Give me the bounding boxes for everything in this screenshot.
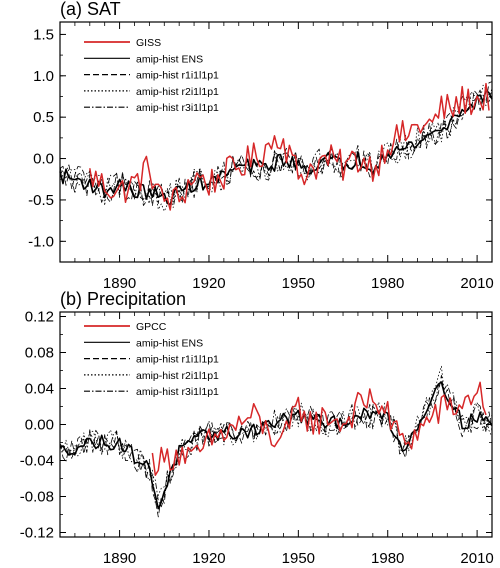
legend-label-sat: amip-hist ENS <box>136 53 203 65</box>
series-sat <box>59 81 493 212</box>
y-tick-label-precipitation: 0.04 <box>25 381 54 398</box>
legend-sat: GISS amip-hist ENS amip-hist r1i1l1p1 amip-… <box>84 37 219 114</box>
plot-frame-sat <box>59 21 493 263</box>
panel-sat: (a) SAT -1.0 -0.5 0.0 0.5 1.0 1.5 1890 1920 1950… <box>28 0 494 292</box>
y-tick-label-sat: -1.0 <box>28 233 54 250</box>
x-tick-label-precipitation: 1920 <box>192 550 225 567</box>
legend-label-sat: amip-hist r1i1l1p1 <box>136 70 219 82</box>
legend-label-precipitation: GPCC <box>136 321 167 333</box>
x-tick-label-sat: 1890 <box>103 275 136 292</box>
legend-label-precipitation: amip-hist ENS <box>136 337 203 349</box>
legend-label-sat: amip-hist r2i1l1p1 <box>136 86 219 98</box>
ticks-precipitation: -0.12 -0.08 -0.04 0.00 0.04 0.08 0.12 1890 1920 1… <box>20 309 494 568</box>
x-tick-label-sat: 1980 <box>371 275 404 292</box>
panel-precipitation: (b) Precipitation -0.12 -0.08 -0.04 0.00 0.0… <box>20 289 494 567</box>
y-tick-label-precipitation: 0.08 <box>25 345 54 362</box>
series-precipitation <box>59 365 493 518</box>
legend-label-precipitation: amip-hist r3i1l1p1 <box>136 386 219 398</box>
y-tick-label-precipitation: -0.12 <box>20 525 54 542</box>
panel-title-sat: (a) SAT <box>60 0 121 19</box>
legend-label-sat: GISS <box>136 37 161 49</box>
y-tick-label-precipitation: 0.12 <box>25 309 54 326</box>
x-tick-label-precipitation: 1890 <box>103 550 136 567</box>
x-tick-label-precipitation: 2010 <box>460 550 493 567</box>
x-tick-label-sat: 2010 <box>460 275 493 292</box>
series-line-amip-hist-ens <box>59 89 493 206</box>
legend-label-precipitation: amip-hist r2i1l1p1 <box>136 370 219 382</box>
legend-label-precipitation: amip-hist r1i1l1p1 <box>136 354 219 366</box>
y-tick-label-sat: 1.5 <box>33 26 54 43</box>
series-line-amip-hist-r2i1l1p1 <box>59 365 493 504</box>
y-tick-label-sat: -0.5 <box>28 192 54 209</box>
x-tick-label-precipitation: 1980 <box>371 550 404 567</box>
y-tick-label-sat: 1.0 <box>33 68 54 85</box>
panel-title-precipitation: (b) Precipitation <box>60 289 186 309</box>
ticks-sat: -1.0 -0.5 0.0 0.5 1.0 1.5 1890 1920 1950 1980 2010 <box>28 22 494 292</box>
x-tick-label-sat: 1920 <box>192 275 225 292</box>
series-line-amip-hist-ens <box>59 381 493 510</box>
series-line-giss <box>89 82 490 211</box>
legend-label-sat: amip-hist r3i1l1p1 <box>136 102 219 114</box>
y-tick-label-sat: 0.5 <box>33 109 54 126</box>
y-tick-label-precipitation: -0.04 <box>20 453 54 470</box>
series-line-gpcc <box>151 381 487 476</box>
y-tick-label-precipitation: -0.08 <box>20 489 54 506</box>
y-tick-label-precipitation: 0.00 <box>25 417 54 434</box>
x-tick-label-sat: 1950 <box>282 275 315 292</box>
y-tick-label-sat: 0.0 <box>33 151 54 168</box>
x-tick-label-precipitation: 1950 <box>282 550 315 567</box>
legend-precipitation: GPCC amip-hist ENS amip-hist r1i1l1p1 amip-… <box>84 321 219 398</box>
